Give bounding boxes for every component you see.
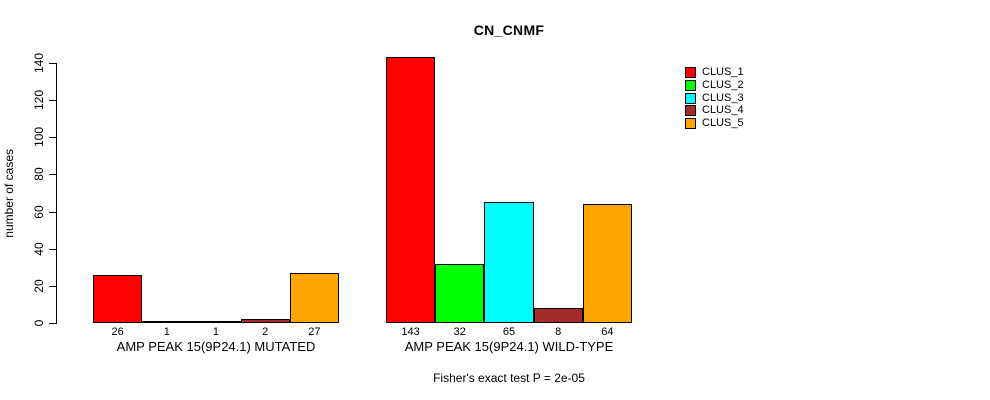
y-tick-label: 40 [32, 242, 46, 256]
bar-value-label: 1 [212, 326, 220, 338]
y-tick-label: 80 [32, 167, 46, 182]
legend-swatch-clus_1 [685, 67, 696, 78]
bar-value-label: 27 [308, 326, 321, 338]
bar-clus_2-group1 [142, 321, 192, 323]
bar-clus_3-group2 [484, 202, 534, 323]
legend-swatch-clus_5 [685, 118, 696, 129]
bar-clus_3-group1 [191, 321, 241, 323]
y-tick [49, 100, 56, 102]
bar-value-label: 2 [262, 326, 269, 338]
legend-swatch-clus_4 [685, 105, 696, 117]
y-tick-label: 140 [32, 52, 46, 74]
bar-value-label: 64 [601, 326, 614, 338]
y-tick [49, 174, 56, 176]
bar-clus_1-group2 [386, 57, 436, 323]
y-tick [49, 211, 56, 213]
y-tick [49, 323, 56, 324]
bar-value-label: 1 [163, 326, 170, 338]
bar-clus_2-group2 [435, 263, 485, 323]
legend-label: CLUS_2 [702, 78, 744, 91]
legend: CLUS_1 CLUS_2 CLUS_3 CLUS_4 CLUS_5 [685, 67, 744, 131]
legend-swatch-clus_3 [685, 92, 696, 104]
y-tick-label: 120 [32, 90, 46, 111]
legend-item: CLUS_5 [685, 118, 744, 129]
bar-clus_5-group2 [582, 204, 632, 323]
bar-clus_4-group2 [533, 308, 583, 323]
group-label-2: AMP PEAK 15(9P24.1) WILD-TYPE [404, 339, 614, 354]
y-tick-label: 60 [32, 204, 46, 219]
y-tick [49, 137, 56, 139]
y-axis-line [56, 63, 57, 324]
bar-value-label: 32 [453, 326, 466, 338]
legend-swatch-clus_2 [685, 79, 696, 91]
y-axis-label: number of cases [2, 148, 16, 238]
bar-value-label: 26 [111, 326, 124, 338]
y-tick-label: 20 [32, 279, 46, 293]
bar-value-label: 143 [401, 326, 420, 338]
y-tick [49, 63, 56, 64]
y-tick-label: 100 [32, 127, 46, 148]
bar-clus_1-group1 [93, 274, 143, 323]
chart-title: CN_CNMF [473, 22, 545, 38]
legend-label: CLUS_5 [702, 117, 744, 129]
legend-label: CLUS_4 [702, 104, 744, 117]
legend-label: CLUS_1 [702, 66, 744, 78]
legend-label: CLUS_3 [702, 91, 744, 104]
bar-value-label: 8 [555, 326, 562, 338]
legend-item: CLUS_2 [685, 78, 744, 91]
y-tick [49, 285, 56, 287]
group-label-1: AMP PEAK 15(9P24.1) MUTATED [116, 339, 316, 354]
legend-item: CLUS_3 [685, 91, 744, 104]
bar-clus_5-group1 [289, 272, 339, 323]
bar-clus_4-group1 [240, 319, 290, 323]
bar-value-label: 65 [502, 326, 516, 338]
legend-item: CLUS_4 [685, 104, 744, 117]
y-tick [49, 248, 56, 250]
annotation-text: Fisher's exact test P = 2e-05 [433, 371, 585, 385]
legend-item: CLUS_1 [685, 67, 744, 78]
y-tick-label: 0 [32, 319, 46, 327]
